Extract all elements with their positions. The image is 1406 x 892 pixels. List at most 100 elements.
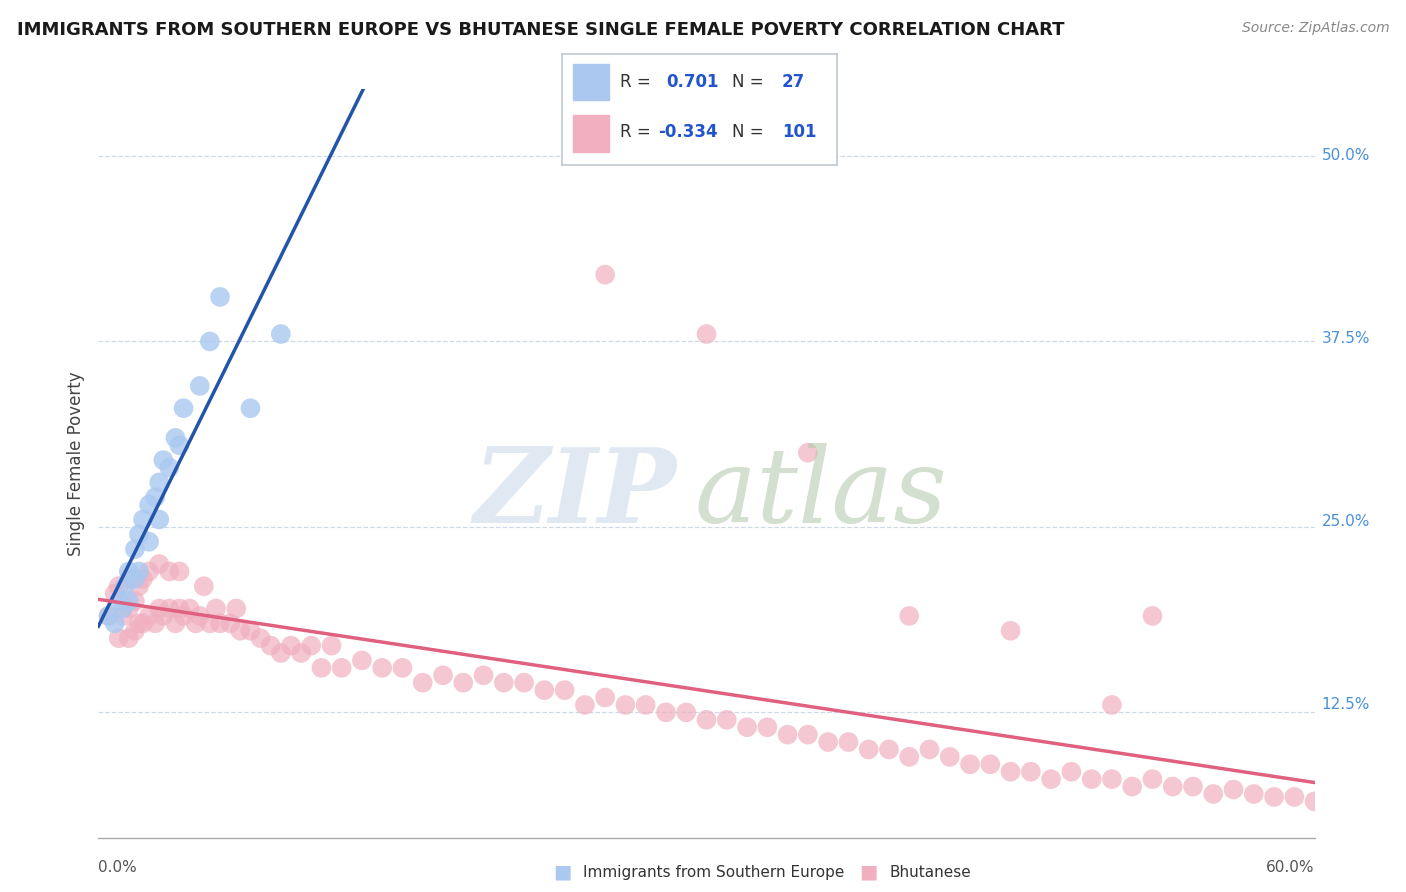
- Point: [1303, 794, 1326, 808]
- Text: 0.701: 0.701: [666, 73, 718, 91]
- Y-axis label: Single Female Poverty: Single Female Poverty: [66, 372, 84, 556]
- Point: [432, 668, 454, 682]
- Point: [1080, 772, 1102, 786]
- Text: ■: ■: [859, 863, 879, 882]
- Point: [898, 608, 921, 623]
- Point: [138, 534, 160, 549]
- Point: [118, 594, 141, 608]
- Point: [817, 735, 839, 749]
- Point: [107, 594, 129, 608]
- Point: [554, 683, 576, 698]
- Text: -0.334: -0.334: [658, 123, 718, 141]
- Point: [290, 646, 312, 660]
- Point: [173, 401, 195, 416]
- Point: [321, 639, 343, 653]
- Point: [229, 624, 252, 638]
- Point: [299, 639, 322, 653]
- Point: [143, 490, 166, 504]
- Point: [132, 616, 155, 631]
- Point: [797, 728, 820, 742]
- Point: [1243, 787, 1265, 801]
- Text: 101: 101: [782, 123, 817, 141]
- Point: [152, 453, 174, 467]
- Point: [107, 579, 129, 593]
- Point: [1142, 772, 1164, 786]
- Point: [1019, 764, 1042, 779]
- Point: [776, 728, 799, 742]
- Point: [111, 608, 134, 623]
- Point: [898, 750, 921, 764]
- Point: [959, 757, 981, 772]
- Text: IMMIGRANTS FROM SOUTHERN EUROPE VS BHUTANESE SINGLE FEMALE POVERTY CORRELATION C: IMMIGRANTS FROM SOUTHERN EUROPE VS BHUTA…: [17, 21, 1064, 38]
- Point: [198, 334, 221, 349]
- Point: [797, 446, 820, 460]
- Point: [1284, 789, 1306, 804]
- Text: N =: N =: [733, 73, 769, 91]
- Text: Bhutanese: Bhutanese: [890, 865, 972, 880]
- Point: [270, 646, 292, 660]
- Point: [114, 579, 136, 593]
- Point: [157, 601, 180, 615]
- Point: [209, 616, 232, 631]
- Text: 12.5%: 12.5%: [1322, 698, 1369, 713]
- Point: [593, 690, 616, 705]
- Point: [198, 616, 221, 631]
- Point: [1000, 624, 1022, 638]
- Point: [219, 616, 242, 631]
- Point: [111, 601, 134, 615]
- Point: [371, 661, 394, 675]
- Point: [1142, 608, 1164, 623]
- Point: [169, 438, 191, 452]
- Point: [148, 512, 170, 526]
- Text: 60.0%: 60.0%: [1267, 860, 1315, 874]
- Point: [184, 616, 207, 631]
- Point: [1263, 789, 1285, 804]
- Point: [533, 683, 555, 698]
- Point: [696, 326, 718, 341]
- Point: [1101, 772, 1123, 786]
- Point: [124, 624, 146, 638]
- Point: [280, 639, 302, 653]
- Point: [735, 720, 758, 734]
- Point: [696, 713, 718, 727]
- Point: [1000, 764, 1022, 779]
- Point: [979, 757, 1001, 772]
- Point: [138, 565, 160, 579]
- Text: 50.0%: 50.0%: [1322, 148, 1369, 162]
- Text: atlas: atlas: [695, 443, 948, 544]
- Point: [453, 675, 475, 690]
- Point: [188, 379, 211, 393]
- Point: [118, 565, 141, 579]
- Point: [209, 290, 232, 304]
- Point: [165, 616, 187, 631]
- Bar: [574, 63, 609, 101]
- Point: [492, 675, 515, 690]
- Point: [330, 661, 353, 675]
- Point: [918, 742, 941, 756]
- Point: [1060, 764, 1083, 779]
- Point: [118, 601, 141, 615]
- Point: [128, 565, 150, 579]
- Text: Source: ZipAtlas.com: Source: ZipAtlas.com: [1241, 21, 1389, 35]
- Point: [138, 498, 160, 512]
- Bar: [574, 115, 609, 152]
- Point: [104, 616, 127, 631]
- Point: [205, 601, 228, 615]
- Point: [260, 639, 283, 653]
- Point: [239, 624, 262, 638]
- Point: [225, 601, 247, 615]
- Point: [1222, 782, 1244, 797]
- Point: [148, 475, 170, 490]
- Point: [169, 601, 191, 615]
- Point: [939, 750, 962, 764]
- Text: ■: ■: [553, 863, 572, 882]
- Point: [877, 742, 900, 756]
- Point: [350, 653, 373, 667]
- Point: [97, 608, 120, 623]
- Point: [858, 742, 880, 756]
- Point: [716, 713, 738, 727]
- Point: [132, 512, 155, 526]
- Point: [128, 616, 150, 631]
- Point: [128, 527, 150, 541]
- Point: [837, 735, 859, 749]
